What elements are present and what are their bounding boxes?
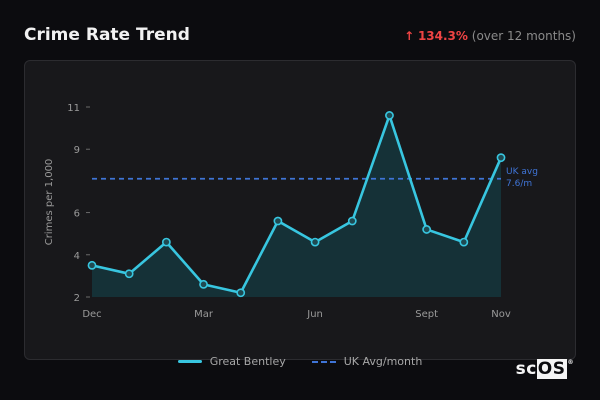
x-tick-label: Dec xyxy=(82,309,101,320)
data-point xyxy=(347,216,357,226)
line-chart: 2 4 6 9 11 Crimes per 1,000 Dec Mar Jun Sept Nov UK… xyxy=(44,103,538,320)
y-tick-label: 11 xyxy=(67,103,80,114)
data-point xyxy=(199,279,208,289)
change-period: (over 12 months) xyxy=(471,29,576,43)
brand-logo: scOS ® xyxy=(515,359,574,379)
legend-label-series: Great Bentley xyxy=(209,355,286,368)
change-arrow: ↑ xyxy=(404,29,415,43)
uk-average-label: UK avg xyxy=(506,167,538,177)
y-axis-label: Crimes per 1,000 xyxy=(44,159,55,246)
series-line-great-bentley xyxy=(90,114,503,295)
chart-card: 2 4 6 9 11 Crimes per 1,000 Dec Mar Jun Sept Nov UK… xyxy=(24,60,576,360)
data-point xyxy=(87,260,97,270)
x-tick-label: Mar xyxy=(194,309,214,320)
x-tick-label: Nov xyxy=(491,309,511,320)
data-point xyxy=(459,237,469,247)
uk-average-value-label: 7.6/m xyxy=(506,179,532,189)
y-tick-label: 2 xyxy=(74,293,80,304)
series-area-fill xyxy=(92,115,501,297)
legend-swatch-series xyxy=(177,360,202,363)
x-tick-label: Jun xyxy=(306,309,323,320)
data-point xyxy=(310,237,320,247)
y-tick-label: 9 xyxy=(74,145,80,156)
data-point xyxy=(385,111,394,120)
legend-swatch-uk-avg xyxy=(311,360,336,363)
change-percent: 134.3% xyxy=(417,29,468,43)
x-tick-label: Sept xyxy=(415,309,438,320)
change-summary: ↑ 134.3% (over 12 months) xyxy=(404,29,576,43)
legend-item-series[interactable]: Great Bentley xyxy=(177,355,286,368)
legend-item-uk-avg[interactable]: UK Avg/month xyxy=(311,355,423,368)
data-point xyxy=(422,225,432,234)
page-title: Crime Rate Trend xyxy=(24,25,190,45)
data-point xyxy=(124,269,134,279)
legend-label-uk-avg: UK Avg/month xyxy=(343,355,423,368)
data-point xyxy=(236,288,246,298)
data-point xyxy=(273,216,283,226)
data-point xyxy=(496,153,506,163)
chart-legend: Great Bentley UK Avg/month xyxy=(0,355,600,368)
data-point xyxy=(161,237,171,247)
y-tick-label: 6 xyxy=(74,209,80,220)
y-tick-label: 4 xyxy=(74,251,80,262)
